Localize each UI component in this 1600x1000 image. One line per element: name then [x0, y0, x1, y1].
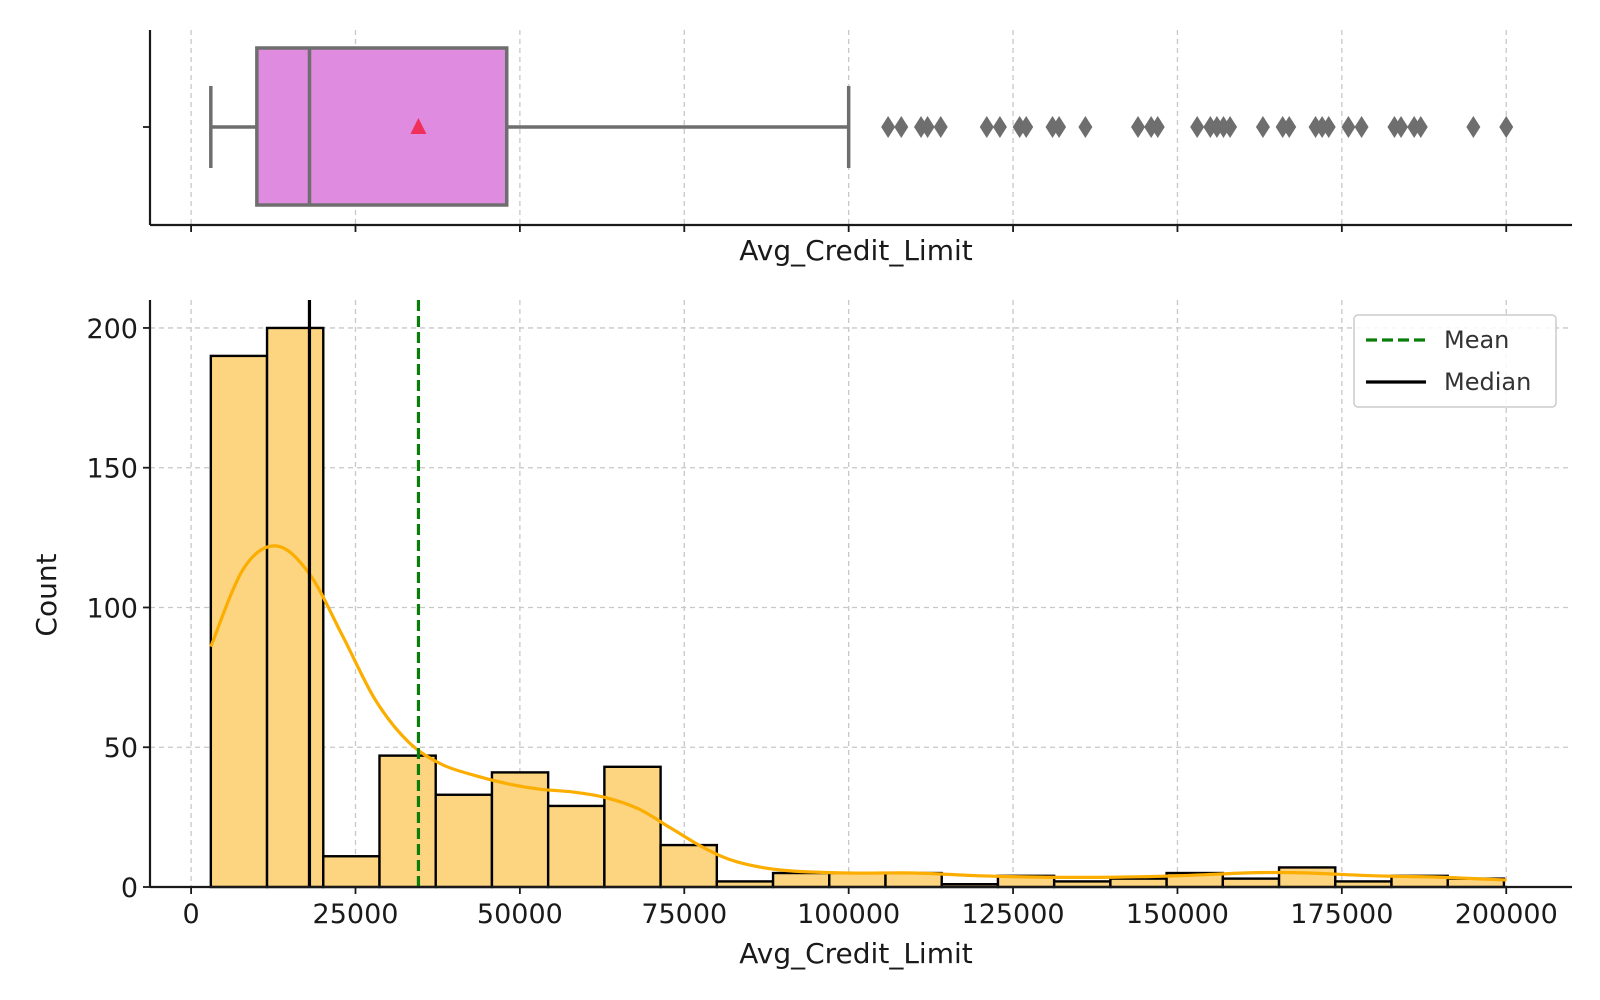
- hist-x-tick-label: 0: [183, 899, 200, 930]
- histogram-bar: [771, 871, 831, 889]
- outlier-point: [1223, 116, 1238, 138]
- hist-y-tick-label: 150: [86, 454, 138, 485]
- hist-x-tick-label: 75000: [641, 899, 727, 930]
- outlier-point: [1394, 116, 1409, 138]
- box-plot-x-ticks: [143, 126, 1508, 232]
- hist-x-tick-label: 50000: [477, 899, 563, 930]
- hist-x-tick-label: 125000: [962, 899, 1065, 930]
- box-plot-marks: [209, 46, 1514, 207]
- histogram-x-ticks: 0 25000 50000 75000 100000 125000 150000 175000…: [183, 887, 1558, 930]
- legend-median-label: Median: [1444, 368, 1531, 396]
- histogram-bar: [1221, 877, 1281, 889]
- histogram-bar: [378, 754, 437, 889]
- outlier-point: [1019, 116, 1034, 138]
- histogram-bar: [209, 354, 269, 889]
- outlier-point: [894, 116, 909, 138]
- outlier-point: [1321, 116, 1336, 138]
- histogram-y-axis-title: Count: [30, 553, 63, 636]
- outlier-point: [979, 116, 994, 138]
- kde-curve: [209, 544, 1507, 882]
- histogram-panel: 0 25000 50000 75000 100000 125000 150000 175000…: [30, 300, 1572, 970]
- outlier-point: [1466, 116, 1481, 138]
- outlier-point: [920, 116, 935, 138]
- histogram-bar: [828, 871, 887, 889]
- histogram-bar: [603, 765, 662, 889]
- outlier-point: [1354, 116, 1369, 138]
- hist-y-tick-label: 0: [121, 873, 138, 904]
- hist-y-tick-label: 50: [104, 733, 138, 764]
- outlier-point: [1413, 116, 1428, 138]
- hist-x-tick-label: 25000: [313, 899, 399, 930]
- outlier-point: [933, 116, 948, 138]
- outlier-point: [1131, 116, 1146, 138]
- outlier-point: [1052, 116, 1067, 138]
- histogram-x-axis-title: Avg_Credit_Limit: [739, 937, 972, 970]
- hist-y-tick-label: 200: [86, 314, 138, 345]
- hist-x-tick-label: 100000: [797, 899, 900, 930]
- histogram-bar: [1277, 866, 1337, 889]
- hist-y-tick-label: 100: [86, 593, 138, 624]
- outlier-point: [1078, 116, 1093, 138]
- histogram-bar: [322, 855, 381, 889]
- outlier-point: [1282, 116, 1297, 138]
- outlier-point: [1190, 116, 1205, 138]
- histogram-bar: [265, 326, 325, 889]
- histogram-bar: [1109, 877, 1168, 889]
- histogram-y-ticks: 0 50 100 150 200: [86, 314, 150, 904]
- outlier-point: [881, 116, 896, 138]
- outlier-point: [992, 116, 1007, 138]
- legend-frame: [1353, 314, 1557, 408]
- box-plot-x-axis-title: Avg_Credit_Limit: [739, 234, 972, 267]
- histogram-bar: [546, 804, 606, 889]
- box-plot-panel: Avg_Credit_Limit: [143, 30, 1572, 267]
- legend: Mean Median: [1353, 314, 1557, 408]
- hist-x-tick-label: 150000: [1126, 899, 1229, 930]
- box-mean-marker: [410, 118, 427, 134]
- hist-x-tick-label: 175000: [1290, 899, 1393, 930]
- outlier-point: [1341, 116, 1356, 138]
- hist-x-tick-label: 200000: [1455, 899, 1558, 930]
- outlier-point: [1255, 116, 1270, 138]
- outlier-point: [1150, 116, 1165, 138]
- histogram-bar: [434, 793, 494, 889]
- iqr-box: [255, 46, 509, 207]
- outlier-point: [1499, 116, 1514, 138]
- legend-mean-label: Mean: [1444, 326, 1509, 354]
